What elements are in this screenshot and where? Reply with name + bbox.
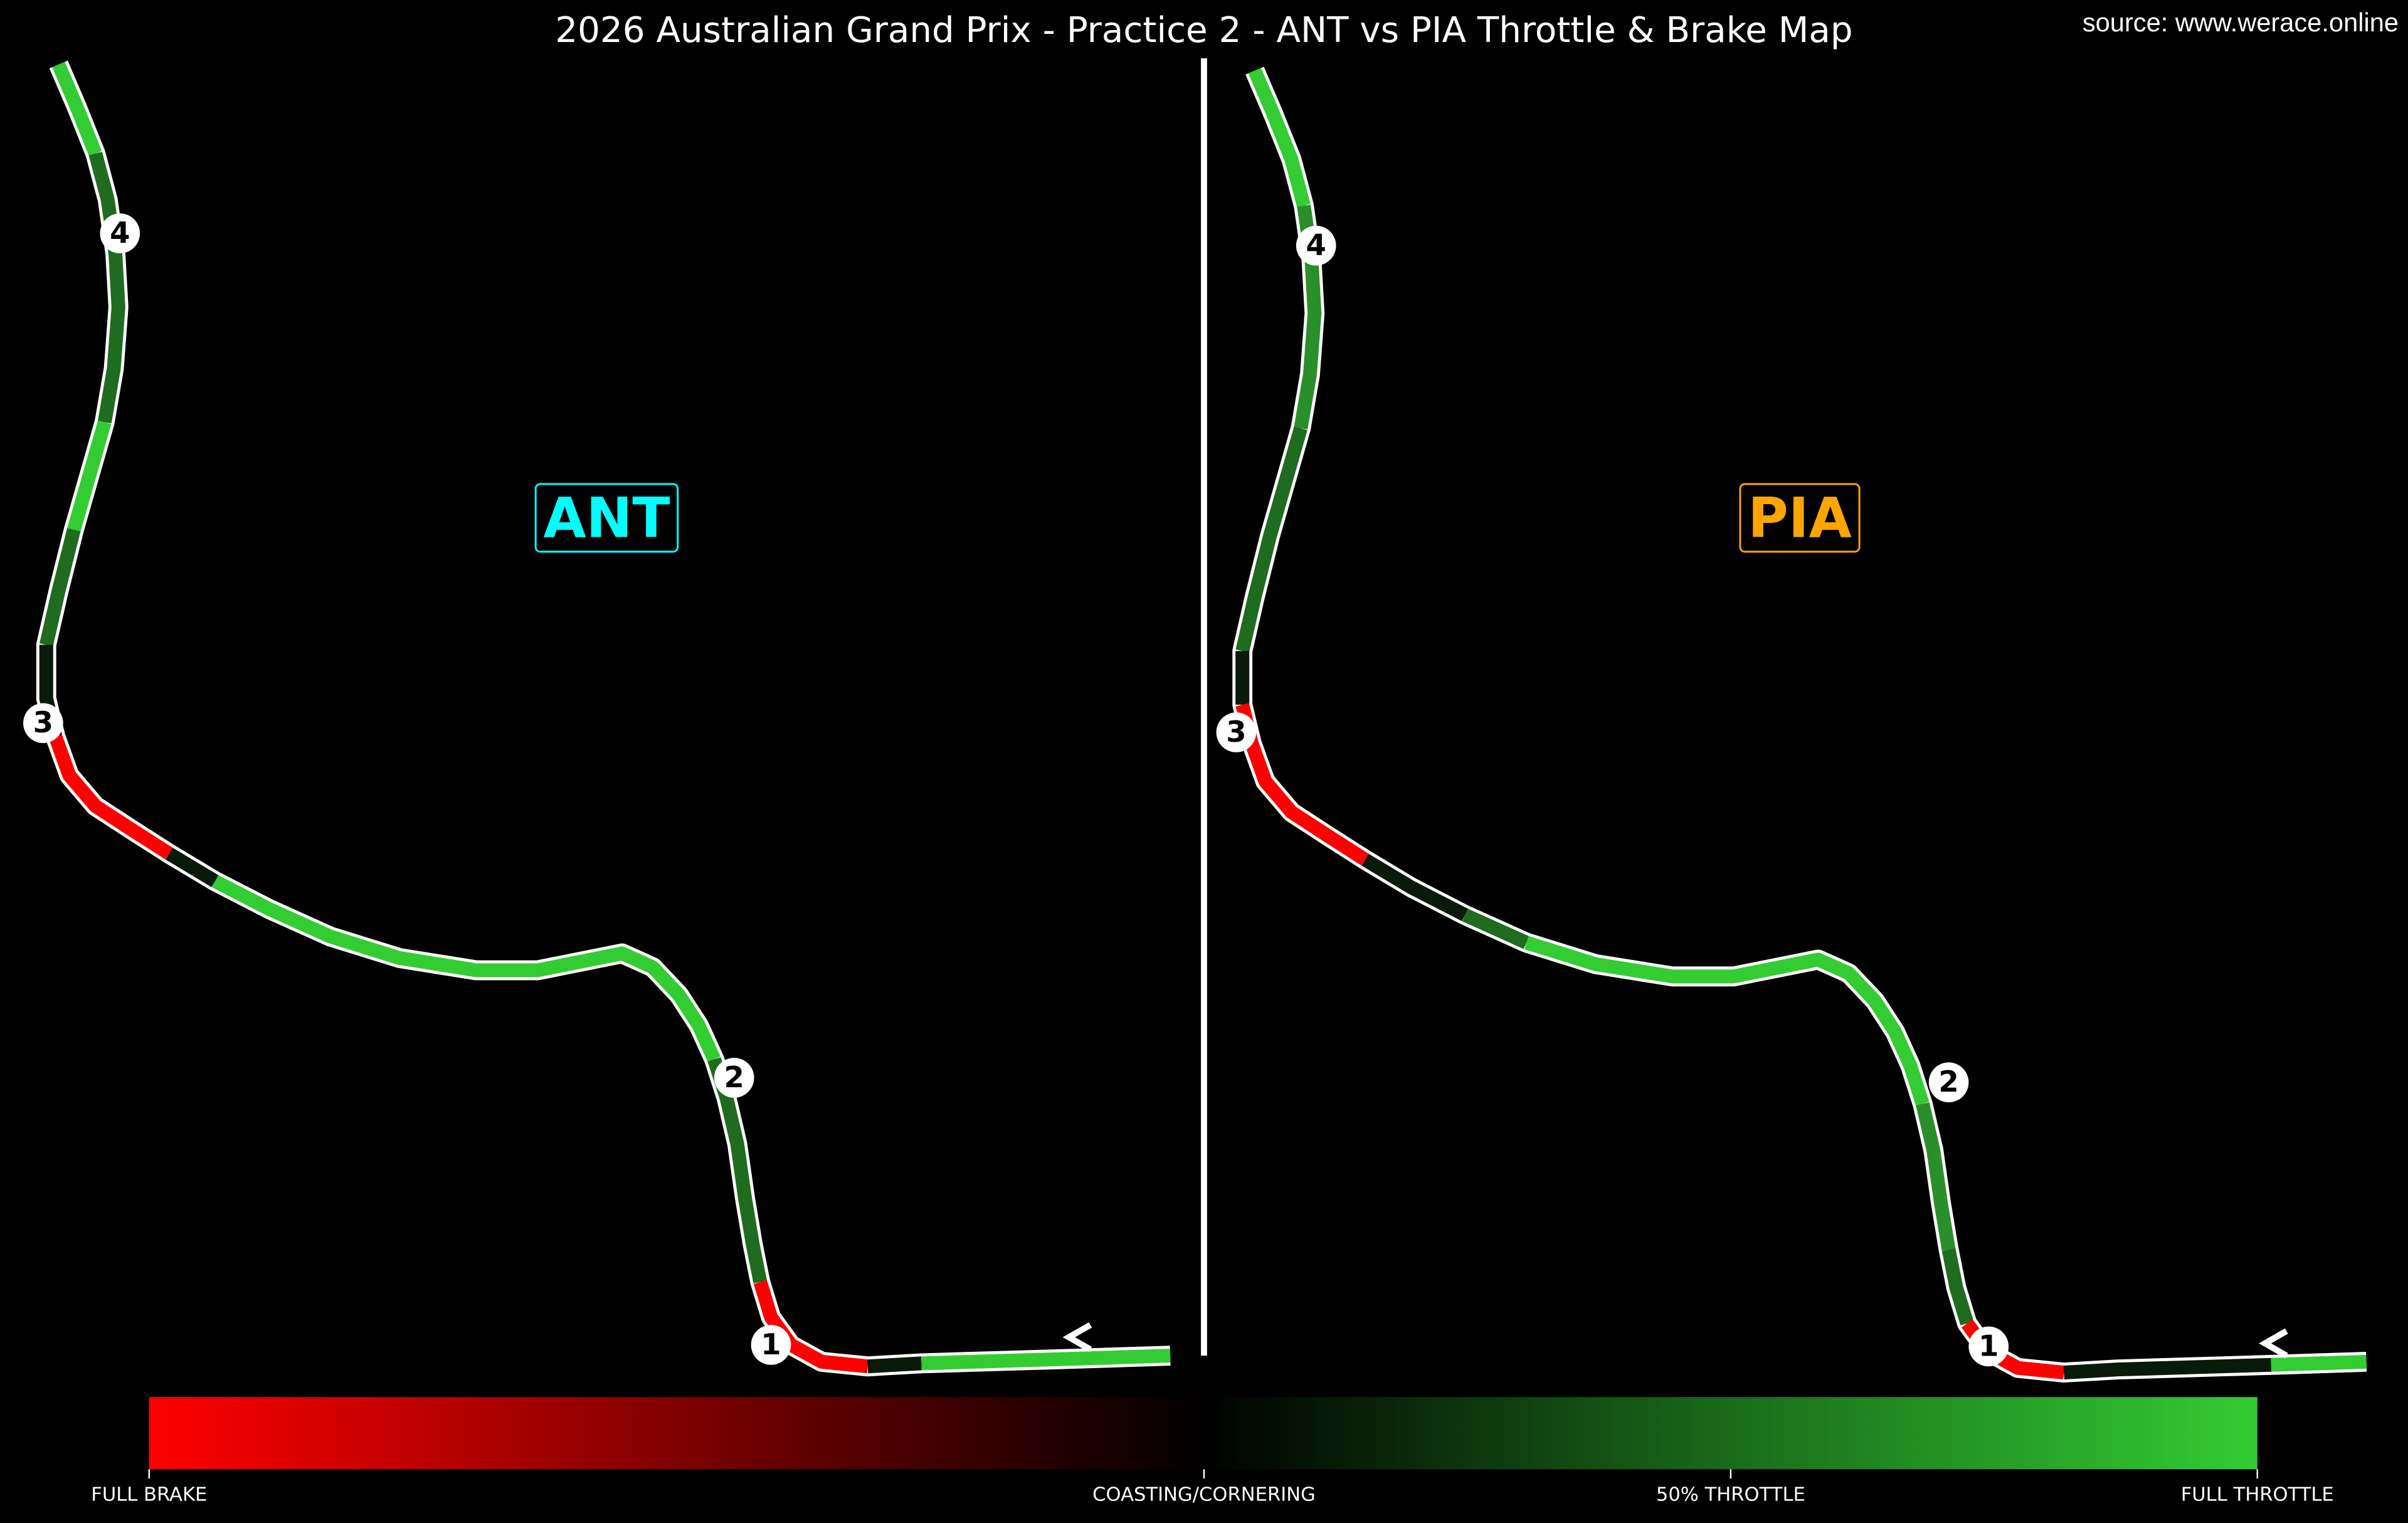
track-segment	[1462, 909, 1529, 949]
track-segment	[867, 1356, 922, 1374]
track-segment	[1361, 853, 1469, 922]
corner-label: 3	[33, 705, 53, 739]
track-segment	[2063, 1357, 2272, 1380]
corner-marker	[100, 213, 140, 254]
chart-title: 2026 Australian Grand Prix - Practice 2 …	[555, 10, 1852, 51]
driver-label: PIA	[1748, 485, 1852, 550]
track-segment	[2271, 1354, 2367, 1372]
track-segment	[1916, 1102, 1956, 1251]
corner-label: 3	[1226, 715, 1246, 749]
track-segment	[1235, 426, 1307, 653]
track-segment	[52, 61, 102, 156]
track-segment	[212, 875, 721, 1063]
driver-label: ANT	[543, 485, 670, 550]
colorbar-label: COASTING/CORNERING	[1092, 1483, 1316, 1505]
direction-arrow	[2259, 1328, 2288, 1359]
driver-box	[534, 483, 679, 553]
track-segment	[921, 1349, 1171, 1371]
track-segment	[49, 734, 173, 860]
corner-label: 2	[724, 1060, 744, 1094]
colorbar-label: FULL BRAKE	[91, 1483, 207, 1505]
corner-marker	[714, 1058, 754, 1098]
track-segment	[1941, 1248, 1974, 1325]
track-segment	[88, 152, 125, 424]
colorbar-label: 50% THROTTLE	[1656, 1483, 1805, 1505]
corner-label: 1	[761, 1327, 781, 1361]
track-segment	[67, 420, 112, 532]
corner-marker	[1296, 225, 1336, 266]
colorbar-labels: FULL BRAKE COASTING/CORNERING 50% THROTTLE…	[91, 1469, 2334, 1505]
colorbar-label: FULL THROTTLE	[2181, 1483, 2334, 1505]
direction-arrow	[1062, 1322, 1092, 1352]
corner-marker	[1216, 712, 1257, 752]
track: 1 2 3 4 ANT	[23, 60, 1171, 1377]
track-segment	[1524, 935, 1930, 1106]
corner-marker	[1968, 1326, 2009, 1367]
corner-marker	[751, 1325, 791, 1365]
track-segment	[165, 847, 219, 887]
driver-box	[1739, 483, 1861, 553]
tracks: 1 2 3 4 ANT 1 2 3 4 PIA	[23, 60, 2367, 1383]
corner-label: 4	[1306, 228, 1326, 262]
source: source: www.werace.online	[2083, 8, 2399, 37]
corner-label: 4	[110, 216, 130, 250]
track-segment	[1248, 68, 1311, 208]
track-segment	[40, 528, 81, 646]
corner-label: 1	[1978, 1329, 1999, 1362]
corner-marker	[23, 703, 63, 744]
corner-label: 2	[1938, 1065, 1958, 1099]
corner-marker	[1928, 1062, 1969, 1103]
track: 1 2 3 4 PIA	[1216, 66, 2367, 1383]
colorbar	[149, 1397, 2258, 1470]
